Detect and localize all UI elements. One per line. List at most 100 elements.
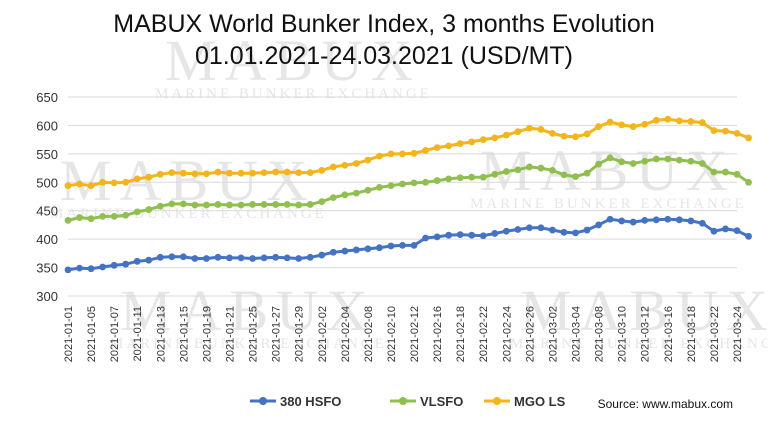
data-point <box>76 264 83 272</box>
data-point <box>722 127 729 135</box>
data-point <box>352 246 360 254</box>
data-point <box>399 150 406 158</box>
data-point <box>641 120 649 128</box>
data-point <box>433 177 441 184</box>
data-point <box>422 234 429 242</box>
data-point <box>410 179 418 187</box>
data-point <box>733 129 741 137</box>
data-point <box>675 156 683 164</box>
data-point <box>283 201 291 208</box>
data-point <box>514 226 522 233</box>
legend-swatch-marker <box>259 397 267 405</box>
data-point <box>745 178 752 186</box>
x-tick-label: 2021-03-04 <box>571 306 583 362</box>
data-point <box>387 242 395 250</box>
data-point <box>237 254 245 262</box>
x-tick-label: 2021-01-25 <box>248 306 260 362</box>
x-tick-label: 2021-02-16 <box>432 306 444 362</box>
data-point <box>306 201 314 208</box>
x-tick-label: 2021-02-12 <box>409 306 421 362</box>
x-tick-label: 2021-02-04 <box>340 306 352 362</box>
data-point <box>329 194 337 202</box>
series-line <box>67 217 750 272</box>
data-point <box>318 166 326 174</box>
data-point <box>87 182 95 190</box>
data-point <box>525 124 533 132</box>
data-point <box>341 161 349 169</box>
data-point <box>99 263 107 271</box>
data-point <box>179 169 187 177</box>
data-point <box>226 254 233 262</box>
data-point <box>491 170 499 178</box>
data-point <box>514 128 522 136</box>
x-tick-label: 2021-03-02 <box>547 306 559 362</box>
legend: 380 HSFO VLSFO MGO LS <box>250 394 566 409</box>
data-point <box>226 169 233 177</box>
y-tick-label: 550 <box>36 147 58 162</box>
chart-subtitle: 01.01.2021-24.03.2021 (USD/MT) <box>195 42 573 70</box>
data-point <box>629 123 637 130</box>
data-point <box>583 169 591 177</box>
data-point <box>664 215 672 223</box>
data-point <box>525 224 533 232</box>
data-point <box>583 130 591 138</box>
data-point <box>479 173 487 181</box>
data-point <box>606 118 614 126</box>
data-point <box>133 208 141 216</box>
data-point <box>537 126 545 133</box>
y-tick-label: 400 <box>36 232 58 247</box>
data-point <box>675 117 683 125</box>
data-point <box>87 215 95 223</box>
data-point <box>341 191 349 199</box>
data-point <box>272 253 280 261</box>
data-point <box>606 215 614 223</box>
data-point <box>664 115 672 123</box>
data-point <box>745 134 752 142</box>
data-point <box>376 244 383 252</box>
data-point <box>387 150 395 158</box>
legend-label: MGO LS <box>514 394 566 409</box>
data-point <box>537 224 545 232</box>
data-point <box>491 134 499 142</box>
x-tick-label: 2021-03-08 <box>594 306 606 362</box>
data-point <box>491 230 499 237</box>
watermark-logo: MABUX <box>165 28 421 93</box>
watermark-tagline: MARINE BUNKER EXCHANGE <box>510 336 768 352</box>
legend-label: 380 HSFO <box>280 394 341 409</box>
y-tick-label: 350 <box>36 261 58 276</box>
data-point <box>64 182 72 190</box>
data-point <box>698 119 706 126</box>
data-point <box>652 155 660 163</box>
data-point <box>399 180 406 188</box>
data-point <box>249 255 256 262</box>
watermark-tagline: MARINE BUNKER EXCHANGE <box>470 196 747 212</box>
data-point <box>629 218 637 226</box>
data-point <box>99 213 107 220</box>
data-point <box>745 232 752 240</box>
x-tick-label: 2021-03-10 <box>617 306 629 362</box>
data-point <box>687 217 695 225</box>
data-point <box>433 233 441 241</box>
data-point <box>387 182 395 190</box>
data-point <box>110 261 118 269</box>
data-point <box>456 231 464 238</box>
data-point <box>168 200 176 208</box>
x-tick-label: 2021-01-29 <box>294 306 306 362</box>
data-point <box>87 265 95 273</box>
data-point <box>525 163 533 171</box>
data-point <box>203 255 210 262</box>
x-tick-label: 2021-03-12 <box>640 306 652 362</box>
data-point <box>710 127 718 134</box>
data-point <box>295 255 303 262</box>
watermark-layer: MABUX MARINE BUNKER EXCHANGE MABUX MARIN… <box>50 28 768 352</box>
data-point <box>698 160 706 167</box>
x-tick-label: 2021-03-18 <box>686 306 698 362</box>
data-point <box>110 213 118 220</box>
data-point <box>179 253 187 261</box>
data-point <box>468 138 476 146</box>
data-point <box>249 169 256 177</box>
data-point <box>422 178 429 186</box>
x-tick-label: 2021-02-26 <box>524 306 536 362</box>
x-tick-label: 2021-01-07 <box>109 306 121 362</box>
